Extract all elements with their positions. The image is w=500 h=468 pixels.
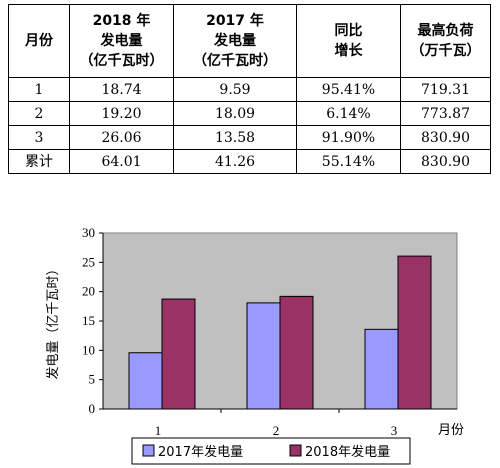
cell-growth: 95.41% [296,77,401,102]
table-row: 累计 64.01 41.26 55.14% 830.90 [8,149,491,174]
cell-2018: 26.06 [69,125,174,150]
cell-month: 2 [8,101,70,126]
bar-2018-month-2 [279,295,314,410]
x-tick-label: 2 [273,423,280,438]
y-axis: 0 5 10 15 20 25 30 [82,225,104,416]
header-month: 月份 [8,4,70,78]
y-tick-label: 10 [82,342,95,357]
bar-2017-month-1 [128,352,163,410]
header-line: 发电量 [100,33,143,49]
stats-table: 月份 2018 年 发电量 （亿千瓦时） 2017 年 发电量 （亿千瓦时） 同… [8,4,491,174]
cell-2017: 18.09 [173,101,297,126]
cell-month: 累计 [8,149,70,174]
table-row: 3 26.06 13.58 91.90% 830.90 [8,125,491,150]
header-2017-generation: 2017 年 发电量 （亿千瓦时） [173,4,297,78]
header-line: 2017 年 [206,13,264,29]
legend-box [131,437,411,465]
header-line: 增长 [334,43,363,59]
legend-label-2017: 2017年发电量 [158,444,243,460]
header-line: 发电量 [214,33,256,49]
header-line: 同比 [334,23,363,39]
y-tick-label: 25 [82,254,95,269]
header-peak-load: 最高负荷 （万千瓦） [400,4,491,78]
header-yoy-growth: 同比 增长 [296,4,401,78]
header-2018-generation: 2018 年 发电量 （亿千瓦时） [69,4,174,78]
x-tick-label: 3 [391,423,398,438]
cell-2018: 18.74 [69,77,174,102]
cell-2017: 9.59 [173,77,297,102]
cell-peak: 830.90 [400,125,491,150]
bar-2018-month-1 [161,298,196,410]
header-line: （亿千瓦时） [193,53,277,69]
cell-month: 3 [8,125,70,150]
cell-month: 1 [8,77,70,102]
bar-2017-month-3 [364,328,399,410]
cell-peak: 830.90 [400,149,491,174]
y-tick-label: 20 [82,284,95,299]
legend-label-2018: 2018年发电量 [305,444,390,460]
header-line: （亿千瓦时） [79,53,164,69]
cell-growth: 6.14% [296,101,401,126]
cell-peak: 719.31 [400,77,491,102]
cell-growth: 55.14% [296,149,401,174]
cell-peak: 773.87 [400,101,491,126]
cell-2017: 41.26 [173,149,297,174]
cell-2017: 13.58 [173,125,297,150]
cell-growth: 91.90% [296,125,401,150]
x-tick-label: 1 [155,423,162,438]
header-line: 月份 [25,33,53,49]
y-tick-label: 5 [89,372,96,387]
cell-2018: 64.01 [69,149,174,174]
chart-legend: 2017年发电量 2018年发电量 [131,437,411,465]
bar-series [128,255,432,410]
header-line: 最高负荷 [417,23,474,39]
bar-2018-month-3 [397,255,432,410]
table-row: 2 19.20 18.09 6.14% 773.87 [8,101,491,126]
legend-swatch-2018 [289,444,302,457]
header-line: （万千瓦） [410,43,481,59]
x-axis-label: 月份 [438,423,464,438]
table-row: 1 18.74 9.59 95.41% 719.31 [8,77,491,102]
y-tick-label: 30 [82,225,95,240]
legend-swatch-2017 [142,444,155,457]
table-header-row: 月份 2018 年 发电量 （亿千瓦时） 2017 年 发电量 （亿千瓦时） 同… [8,4,491,78]
x-axis: 1 2 3 [155,409,398,438]
y-tick-label: 15 [82,313,95,328]
y-tick-label: 0 [89,401,96,416]
header-line: 2018 年 [92,13,151,29]
y-axis-label: 发电量（亿千瓦时） [45,262,61,379]
cell-2018: 19.20 [69,101,174,126]
bar-2017-month-2 [246,302,281,410]
